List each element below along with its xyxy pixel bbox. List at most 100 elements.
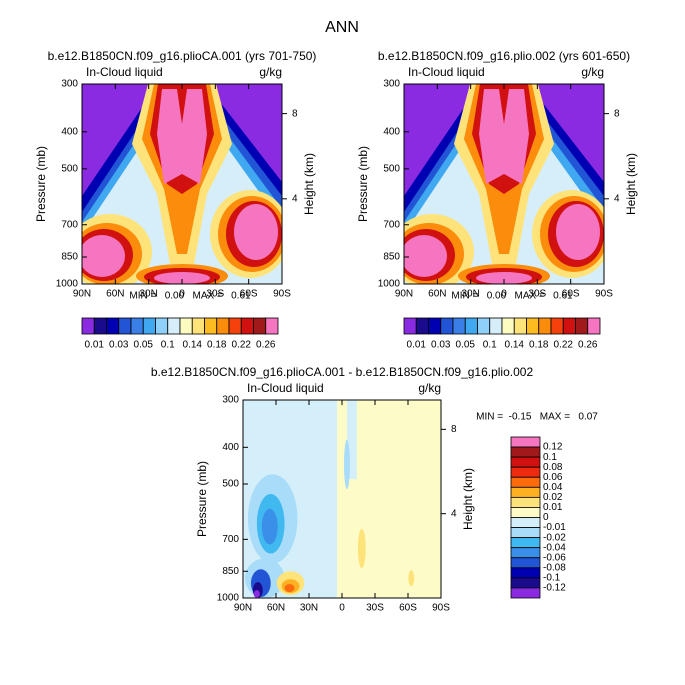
x-tick-label: 60N	[106, 289, 124, 300]
colorbar-box	[93, 317, 107, 335]
x-tick-label: 0	[339, 603, 345, 614]
contour-field	[82, 84, 282, 284]
contour-fill	[404, 84, 480, 196]
panel-title: b.e12.B1850CN.f09_g16.plioCA.001 (yrs 70…	[48, 49, 317, 63]
x-tick-label: 0	[501, 289, 507, 300]
y-axis-label: Pressure (mb)	[356, 146, 370, 222]
colorbar-box	[440, 317, 454, 335]
contour-fill	[82, 84, 158, 196]
colorbar-box	[106, 317, 120, 335]
colorbar-label: 0.14	[505, 340, 525, 351]
x-tick-label: 60S	[240, 289, 258, 300]
subtitle-right: g/kg	[418, 381, 441, 395]
contour-fill	[253, 590, 260, 598]
y2-tick-label: 8	[451, 424, 457, 435]
y-tick-label: 850	[383, 252, 400, 263]
colorbar-box	[510, 486, 541, 498]
colorbar-box	[510, 557, 541, 569]
colorbar-box	[228, 317, 242, 335]
y-tick-label: 1000	[378, 279, 401, 290]
colorbar-label: 0.26	[578, 340, 598, 351]
x-tick-label: 30S	[206, 289, 224, 300]
colorbar-box	[179, 317, 193, 335]
colorbar-label: 0.01	[85, 340, 105, 351]
colorbar-box	[253, 317, 267, 335]
y2-tick-label: 4	[451, 508, 457, 519]
colorbar-box	[513, 317, 527, 335]
y2-tick-label: 8	[292, 108, 298, 119]
contour-fill	[154, 272, 210, 284]
colorbar-box	[477, 317, 491, 335]
colorbar-label: 0.08	[543, 462, 563, 473]
colorbar-label: 0.1	[543, 452, 557, 463]
contour-fill	[82, 235, 125, 277]
colorbar-box	[510, 577, 541, 589]
x-tick-label: 30S	[528, 289, 546, 300]
colorbar-box	[587, 317, 601, 335]
colorbar-box	[81, 317, 95, 335]
colorbar-label: 0.01	[543, 502, 563, 513]
x-tick-label: 60S	[562, 289, 580, 300]
y-tick-label: 700	[222, 534, 239, 545]
y-tick-label: 500	[61, 163, 78, 174]
x-tick-label: 30N	[461, 289, 479, 300]
colorbar-label: -0.1	[543, 573, 561, 584]
colorbar-label: 0.02	[543, 492, 563, 503]
contour-fill	[234, 204, 278, 260]
colorbar-box	[510, 587, 541, 599]
colorbar-label: 0.05	[456, 340, 476, 351]
colorbar-box	[510, 517, 541, 528]
x-tick-label: 90N	[73, 289, 91, 300]
y-axis-label: Pressure (mb)	[195, 461, 209, 537]
y-tick-label: 700	[61, 219, 78, 230]
subtitle-right: g/kg	[581, 65, 604, 79]
x-tick-label: 30S	[366, 603, 384, 614]
colorbar-box	[510, 476, 541, 488]
colorbar-label: -0.04	[543, 542, 566, 553]
contour-fill	[404, 235, 447, 277]
contour-fill	[157, 89, 207, 184]
stats: MIN = 0.00 MAX = 0.61	[129, 291, 251, 302]
colorbar-box	[510, 456, 541, 468]
panel-title: b.e12.B1850CN.f09_g16.plioCA.001 - b.e12…	[151, 365, 534, 379]
colorbar-box	[501, 317, 515, 335]
y2-tick-label: 4	[292, 193, 298, 204]
colorbar-box	[526, 317, 540, 335]
x-tick-label: 60S	[399, 603, 417, 614]
colorbar-box	[510, 446, 541, 458]
x-tick-label: 90N	[234, 603, 252, 614]
x-tick-label: 30N	[139, 289, 157, 300]
y2-tick-label: 4	[614, 193, 620, 204]
colorbar-box	[510, 496, 541, 508]
contour-fill	[346, 400, 357, 480]
contour-fill	[206, 84, 282, 182]
colorbar-box	[464, 317, 478, 335]
colorbar-label: -0.01	[543, 522, 566, 533]
colorbar-box	[204, 317, 218, 335]
colorbar-label: 0	[543, 512, 549, 523]
y2-axis-label: Height (km)	[461, 468, 475, 530]
stats: MIN = -0.15 MAX = 0.07	[476, 412, 598, 423]
colorbar-label: 0.18	[207, 340, 227, 351]
x-tick-label: 90S	[595, 289, 613, 300]
y-tick-label: 300	[61, 79, 78, 90]
subtitle-right: g/kg	[259, 65, 282, 79]
colorbar-box	[538, 317, 552, 335]
colorbar-label: 0.1	[483, 340, 497, 351]
colorbar-label: 0.03	[431, 340, 451, 351]
colorbar-box	[142, 317, 156, 335]
y-tick-label: 400	[61, 126, 78, 137]
colorbar-label: 0.06	[543, 472, 563, 483]
colorbar-box	[510, 547, 541, 559]
colorbar-box	[240, 317, 254, 335]
colorbar-box	[575, 317, 589, 335]
y-tick-label: 700	[383, 219, 400, 230]
colorbar-label: 0.04	[543, 482, 563, 493]
colorbar-box	[403, 317, 417, 335]
contour-fill	[284, 584, 295, 593]
y-tick-label: 400	[222, 442, 239, 453]
colorbar-label: 0.03	[109, 340, 129, 351]
x-tick-label: 60N	[267, 603, 285, 614]
colorbar-label: 0.18	[529, 340, 549, 351]
contour-field	[243, 400, 441, 598]
